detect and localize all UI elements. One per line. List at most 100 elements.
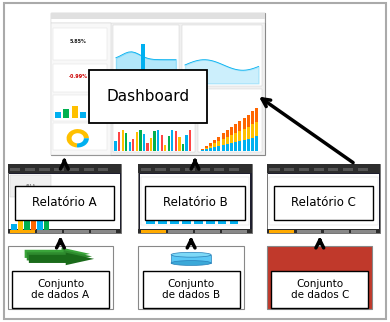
- FancyBboxPatch shape: [11, 224, 17, 230]
- FancyBboxPatch shape: [243, 129, 246, 140]
- FancyBboxPatch shape: [80, 112, 86, 118]
- FancyBboxPatch shape: [271, 271, 368, 308]
- Wedge shape: [67, 129, 89, 147]
- FancyBboxPatch shape: [267, 164, 380, 173]
- FancyBboxPatch shape: [145, 186, 245, 220]
- FancyBboxPatch shape: [185, 168, 195, 171]
- Polygon shape: [27, 250, 92, 263]
- FancyBboxPatch shape: [113, 25, 179, 86]
- FancyBboxPatch shape: [205, 147, 208, 149]
- FancyBboxPatch shape: [136, 132, 138, 151]
- FancyBboxPatch shape: [141, 177, 249, 225]
- FancyBboxPatch shape: [154, 77, 159, 83]
- FancyBboxPatch shape: [51, 13, 265, 23]
- FancyBboxPatch shape: [200, 168, 210, 171]
- FancyBboxPatch shape: [147, 77, 152, 83]
- FancyBboxPatch shape: [269, 230, 294, 233]
- FancyBboxPatch shape: [37, 230, 62, 233]
- FancyBboxPatch shape: [161, 136, 163, 151]
- FancyBboxPatch shape: [157, 130, 159, 151]
- FancyBboxPatch shape: [234, 133, 237, 142]
- FancyBboxPatch shape: [138, 229, 252, 233]
- FancyBboxPatch shape: [213, 140, 216, 143]
- FancyBboxPatch shape: [238, 131, 241, 141]
- FancyBboxPatch shape: [114, 141, 117, 151]
- FancyBboxPatch shape: [9, 174, 120, 232]
- FancyBboxPatch shape: [195, 230, 220, 233]
- FancyBboxPatch shape: [8, 164, 121, 233]
- FancyBboxPatch shape: [182, 215, 191, 224]
- Ellipse shape: [171, 252, 211, 257]
- FancyBboxPatch shape: [92, 230, 116, 233]
- Text: Relatório C: Relatório C: [291, 196, 356, 210]
- FancyBboxPatch shape: [44, 201, 49, 230]
- FancyBboxPatch shape: [269, 177, 378, 225]
- FancyBboxPatch shape: [53, 64, 107, 92]
- FancyBboxPatch shape: [53, 123, 107, 150]
- FancyBboxPatch shape: [299, 168, 309, 171]
- FancyBboxPatch shape: [25, 168, 35, 171]
- FancyBboxPatch shape: [170, 215, 179, 224]
- FancyBboxPatch shape: [14, 186, 114, 220]
- FancyBboxPatch shape: [226, 130, 229, 137]
- FancyBboxPatch shape: [146, 215, 155, 224]
- FancyBboxPatch shape: [171, 130, 174, 151]
- FancyBboxPatch shape: [10, 175, 51, 197]
- Text: Conjunto
de dados A: Conjunto de dados A: [31, 279, 90, 300]
- FancyBboxPatch shape: [143, 134, 145, 151]
- FancyBboxPatch shape: [230, 127, 233, 135]
- FancyBboxPatch shape: [122, 129, 124, 151]
- Wedge shape: [77, 138, 89, 147]
- FancyBboxPatch shape: [141, 168, 151, 171]
- FancyBboxPatch shape: [268, 174, 379, 232]
- FancyBboxPatch shape: [153, 131, 156, 151]
- FancyBboxPatch shape: [118, 132, 120, 151]
- FancyBboxPatch shape: [267, 229, 380, 233]
- FancyBboxPatch shape: [55, 112, 61, 118]
- FancyBboxPatch shape: [51, 23, 111, 155]
- FancyBboxPatch shape: [284, 168, 294, 171]
- FancyBboxPatch shape: [234, 142, 237, 151]
- FancyBboxPatch shape: [274, 186, 374, 220]
- FancyBboxPatch shape: [132, 139, 135, 151]
- FancyBboxPatch shape: [182, 144, 184, 151]
- FancyBboxPatch shape: [226, 144, 229, 151]
- FancyBboxPatch shape: [238, 141, 241, 151]
- FancyBboxPatch shape: [269, 168, 280, 171]
- FancyBboxPatch shape: [121, 77, 125, 83]
- FancyBboxPatch shape: [222, 134, 225, 139]
- FancyBboxPatch shape: [213, 147, 216, 151]
- FancyBboxPatch shape: [251, 111, 254, 124]
- FancyBboxPatch shape: [175, 130, 177, 151]
- FancyBboxPatch shape: [229, 168, 239, 171]
- FancyBboxPatch shape: [247, 115, 250, 127]
- FancyBboxPatch shape: [69, 168, 79, 171]
- FancyBboxPatch shape: [194, 215, 202, 224]
- Wedge shape: [290, 189, 314, 204]
- FancyBboxPatch shape: [113, 89, 195, 152]
- FancyBboxPatch shape: [206, 215, 215, 224]
- Text: Dashboard: Dashboard: [107, 89, 190, 104]
- FancyBboxPatch shape: [39, 168, 50, 171]
- FancyBboxPatch shape: [230, 215, 238, 224]
- FancyBboxPatch shape: [156, 168, 166, 171]
- Polygon shape: [29, 252, 94, 265]
- FancyBboxPatch shape: [226, 137, 229, 144]
- FancyBboxPatch shape: [214, 168, 224, 171]
- FancyBboxPatch shape: [209, 143, 212, 146]
- FancyBboxPatch shape: [138, 164, 252, 173]
- FancyBboxPatch shape: [218, 146, 220, 151]
- FancyBboxPatch shape: [201, 150, 204, 151]
- FancyBboxPatch shape: [10, 168, 20, 171]
- FancyBboxPatch shape: [8, 164, 121, 173]
- FancyBboxPatch shape: [205, 146, 208, 147]
- FancyBboxPatch shape: [168, 77, 172, 83]
- FancyBboxPatch shape: [209, 148, 212, 151]
- FancyBboxPatch shape: [53, 95, 107, 120]
- FancyBboxPatch shape: [138, 164, 252, 233]
- FancyBboxPatch shape: [267, 246, 372, 309]
- FancyBboxPatch shape: [178, 137, 181, 151]
- FancyBboxPatch shape: [209, 146, 212, 148]
- FancyBboxPatch shape: [251, 137, 254, 151]
- FancyBboxPatch shape: [18, 219, 23, 230]
